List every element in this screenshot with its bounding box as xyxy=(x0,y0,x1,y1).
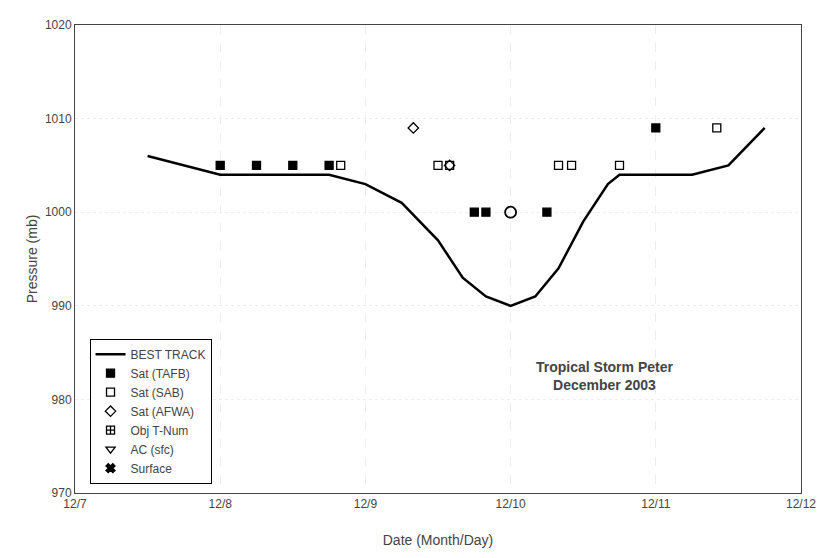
svg-text:Date (Month/Day): Date (Month/Day) xyxy=(383,532,493,548)
svg-text:BEST TRACK: BEST TRACK xyxy=(131,348,206,362)
svg-text:Tropical Storm PeterDecember 2: Tropical Storm PeterDecember 2003 xyxy=(536,359,673,393)
svg-text:970: 970 xyxy=(52,486,72,500)
svg-text:Sat (AFWA): Sat (AFWA) xyxy=(131,405,195,419)
svg-text:1020: 1020 xyxy=(45,18,72,32)
svg-text:AC (sfc): AC (sfc) xyxy=(131,443,174,457)
svg-text:Sat (TAFB): Sat (TAFB) xyxy=(131,367,190,381)
svg-text:Obj T-Num: Obj T-Num xyxy=(131,424,189,438)
svg-text:12/8: 12/8 xyxy=(209,497,233,511)
svg-text:Sat (SAB): Sat (SAB) xyxy=(131,386,184,400)
svg-text:1010: 1010 xyxy=(45,112,72,126)
svg-text:Surface: Surface xyxy=(131,462,173,476)
svg-text:Pressure (mb): Pressure (mb) xyxy=(24,215,40,304)
svg-text:1000: 1000 xyxy=(45,205,72,219)
svg-text:12/10: 12/10 xyxy=(496,497,526,511)
svg-text:12/7: 12/7 xyxy=(63,497,87,511)
svg-text:12/12: 12/12 xyxy=(786,497,816,511)
svg-text:12/11: 12/11 xyxy=(641,497,670,511)
svg-text:980: 980 xyxy=(52,393,72,407)
svg-text:12/9: 12/9 xyxy=(354,497,378,511)
svg-text:990: 990 xyxy=(52,299,72,313)
